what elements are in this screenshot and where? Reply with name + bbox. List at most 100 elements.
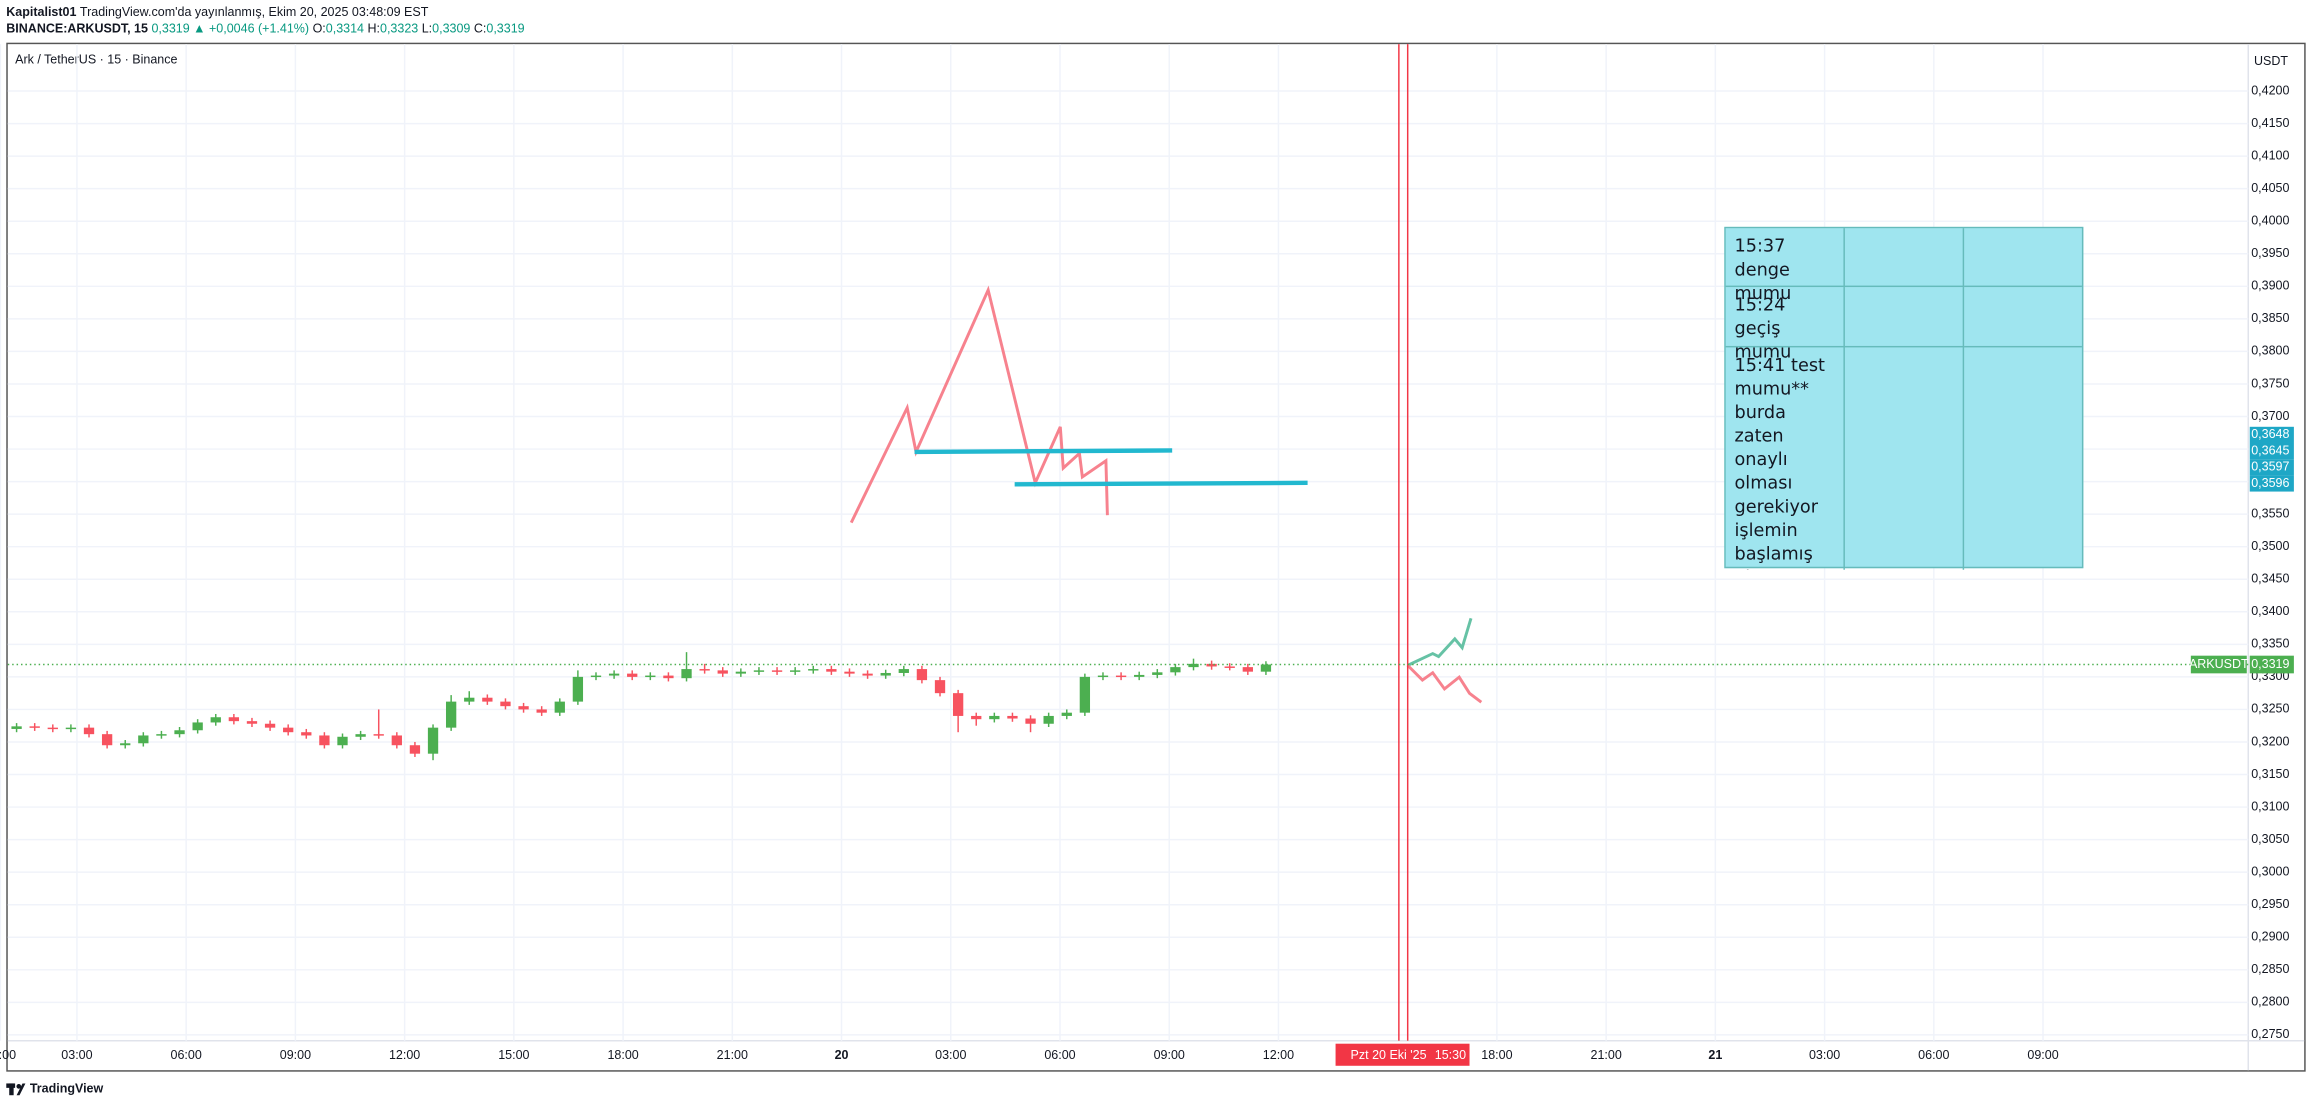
candle-body (934, 680, 946, 694)
candle-body (808, 669, 819, 671)
candle-body (554, 701, 565, 713)
y-tick-label: 0,3000 (2251, 864, 2289, 878)
note-cell: 15:41 test mumu** burda zaten onaylı olm… (1726, 347, 1845, 570)
price-label: 0,3596 (2251, 476, 2289, 490)
candle-body (11, 726, 22, 729)
y-tick-label: 0,3150 (2251, 767, 2289, 781)
high-label: H: (368, 22, 381, 36)
candle-body (1007, 715, 1018, 719)
candle-body (898, 669, 909, 673)
published: TradingView.com'da yayınlanmış, Ekim 20,… (80, 6, 429, 20)
candle-body (500, 701, 511, 707)
drawing-level (914, 448, 1173, 455)
crosshair-date: Pzt 20 Eki '25 (1351, 1048, 1427, 1062)
y-tick-label: 0,3550 (2251, 506, 2289, 520)
candle-body (1224, 666, 1235, 668)
candle-body (355, 734, 366, 737)
y-tick-label: 0,4200 (2251, 83, 2289, 97)
candle-body (301, 732, 312, 736)
low: 0,3309 (432, 22, 470, 36)
x-tick-label: 12:00 (389, 1048, 420, 1062)
candle-body (409, 745, 421, 754)
y-tick-label: 0,2900 (2251, 930, 2289, 944)
candle-body (826, 669, 837, 672)
candle-body (192, 722, 203, 731)
candle-body (699, 669, 710, 671)
candle-body (337, 736, 348, 746)
candle-body (65, 727, 77, 730)
y-tick-label: 0,3200 (2251, 734, 2289, 748)
candle-body (681, 669, 692, 679)
price-label-tag (2249, 426, 2294, 443)
candle-body (1242, 667, 1253, 672)
candle-body (753, 670, 765, 672)
close: 0,3319 (486, 22, 524, 36)
y-tick-label: 0,2800 (2251, 995, 2289, 1009)
x-tick-label: 21:00 (1590, 1048, 1621, 1062)
candle-body (663, 675, 674, 679)
candle-body (464, 697, 475, 702)
candle-body (138, 735, 149, 744)
candle-body (47, 727, 58, 730)
last: 0,3319 (151, 22, 189, 36)
x-tick-label: 06:00 (1044, 1048, 1075, 1062)
note-cell: 15:37 denge mumu (1725, 228, 1845, 303)
y-tick-label: 0,3750 (2251, 376, 2289, 390)
x-tick-label: 06:00 (171, 1048, 202, 1062)
price-label: 0,3648 (2251, 427, 2289, 441)
candle-body (391, 735, 402, 746)
candle-body (1206, 663, 1217, 667)
note-cell: 15:24 geçiş mumu (1725, 287, 1845, 362)
drawing-level (1014, 480, 1308, 487)
candle-body (1097, 675, 1109, 678)
y-tick-label: 0,2850 (2251, 962, 2289, 976)
change: ▲ +0,0046 (+1.41%) (193, 22, 309, 36)
candle-body (844, 671, 855, 674)
open: 0,3314 (326, 22, 364, 36)
price-label-tag (2249, 475, 2294, 492)
y-tick-label: 0,3100 (2251, 799, 2289, 813)
x-tick-label: 18:00 (1481, 1048, 1512, 1062)
x-tick-label: 06:00 (1918, 1048, 1949, 1062)
y-tick-label: 0,3800 (2251, 344, 2289, 358)
y-tick-label: 0,4150 (2251, 116, 2289, 130)
x-tick-label: 09:00 (1154, 1048, 1185, 1062)
x-tick-label: 03:00 (61, 1048, 92, 1062)
y-tick-label: 0,4050 (2251, 181, 2289, 195)
candle-body (572, 676, 584, 702)
candle-body (120, 743, 131, 746)
candle-body (264, 723, 276, 728)
x-tick-label: 18:00 (607, 1048, 638, 1062)
candle-body (1188, 663, 1199, 668)
axis-layer: 0,2750 0,2800 0,2850 0,2900 0,2950 0,3000 0,30… (0, 83, 2294, 1062)
candle-body (1079, 676, 1091, 713)
candle-body (174, 730, 185, 735)
candle-body (916, 669, 928, 681)
grid (0, 44, 2249, 1041)
candle-body (790, 670, 801, 672)
y-tick-label: 0,3400 (2251, 604, 2289, 618)
x-tick-label: 09:00 (2027, 1048, 2058, 1062)
drawing-path (849, 285, 1109, 524)
header-line: Kapitalist01 TradingView.com'da yayınlan… (6, 6, 428, 20)
projection-down (1406, 664, 1483, 704)
x-tick-label: 21:00 (717, 1048, 748, 1062)
y-tick-label: 0,2750 (2251, 1027, 2289, 1041)
candle-body (1134, 674, 1145, 677)
symbol: BINANCE:ARKUSDT, 15 (6, 22, 148, 36)
candle-body (210, 717, 221, 723)
last-price-name: ARKUSDT (2189, 657, 2249, 671)
author: Kapitalist01 (6, 6, 76, 20)
candle-body (862, 673, 873, 676)
y-tick-label: 0,4100 (2251, 148, 2289, 162)
y-tick-label: 0,3900 (2251, 279, 2289, 293)
x-tick-label: 20 (835, 1048, 849, 1062)
x-tick-label: 03:00 (1809, 1048, 1840, 1062)
y-tick-label: 0,2950 (2251, 897, 2289, 911)
projection-up (1407, 617, 1473, 667)
brand: TradingView (30, 1082, 104, 1096)
candle-body (427, 727, 439, 754)
candle-body (989, 715, 1000, 720)
open-label: O: (313, 22, 326, 36)
candle-body (627, 673, 638, 677)
